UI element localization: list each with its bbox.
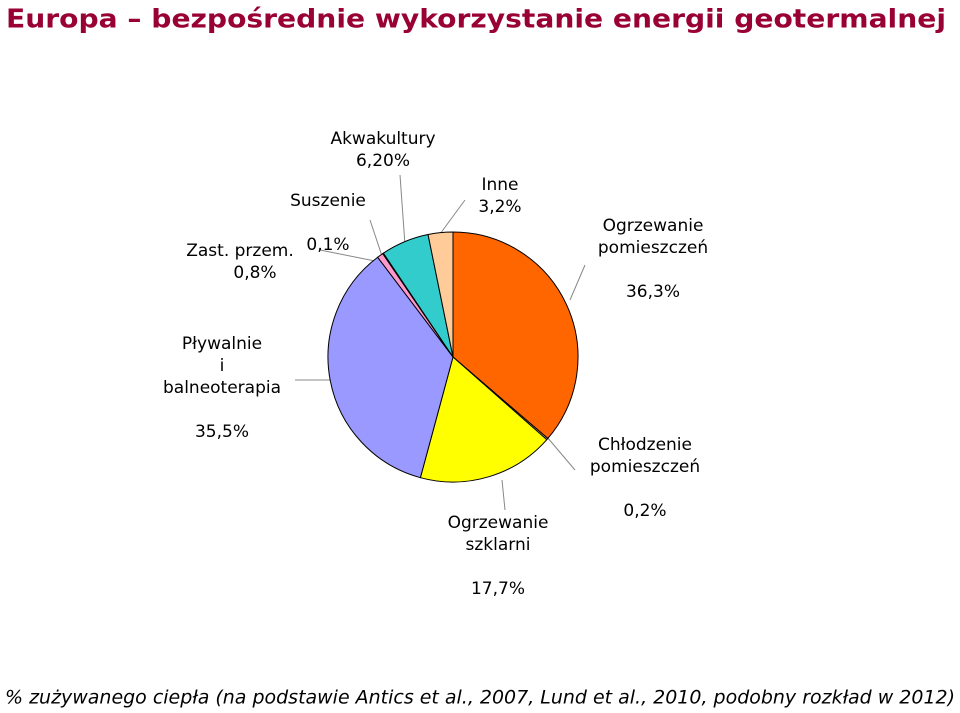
slice-value-label: 35,5% <box>194 422 250 442</box>
leader-line <box>439 199 466 235</box>
pie-slice <box>419 356 548 483</box>
leader-line <box>319 249 381 263</box>
leader-line <box>569 264 586 301</box>
pie-slice <box>327 256 454 479</box>
footnote: % zużywanego ciepła (na podstawie Antics… <box>5 687 955 709</box>
leader-lines <box>295 174 586 511</box>
slice-label: Chłodzenie pomieszczeń <box>589 435 701 477</box>
slice-label: Pływalnie i balneoterapia <box>162 334 282 398</box>
slice-value-label: 0,1% <box>306 235 350 255</box>
leader-line <box>501 479 506 511</box>
slice-value-label: 0,2% <box>623 501 667 521</box>
slice-value-label: 3,2% <box>478 197 522 217</box>
slice-value-label: 36,3% <box>625 282 681 302</box>
leader-line <box>399 174 406 246</box>
slice-label: Suszenie <box>290 191 366 211</box>
pie-slice <box>452 231 579 440</box>
leader-line <box>546 436 576 471</box>
pie-slice <box>427 231 454 358</box>
slice-value-label: 17,7% <box>470 579 526 599</box>
chart-title: Europa – bezpośrednie wykorzystanie ener… <box>6 5 946 35</box>
slice-label: Ogrzewanie szklarni <box>447 513 549 555</box>
slice-value-label: 6,20% <box>355 151 411 171</box>
slice-value-label: 0,8% <box>233 263 277 283</box>
slice-label: Ogrzewanie pomieszczeń <box>597 216 709 258</box>
slice-label: Zast. przem. <box>186 241 294 261</box>
slice-label: Akwakultury <box>330 129 436 149</box>
slice-label: Inne <box>481 175 519 195</box>
leader-line <box>369 219 384 260</box>
